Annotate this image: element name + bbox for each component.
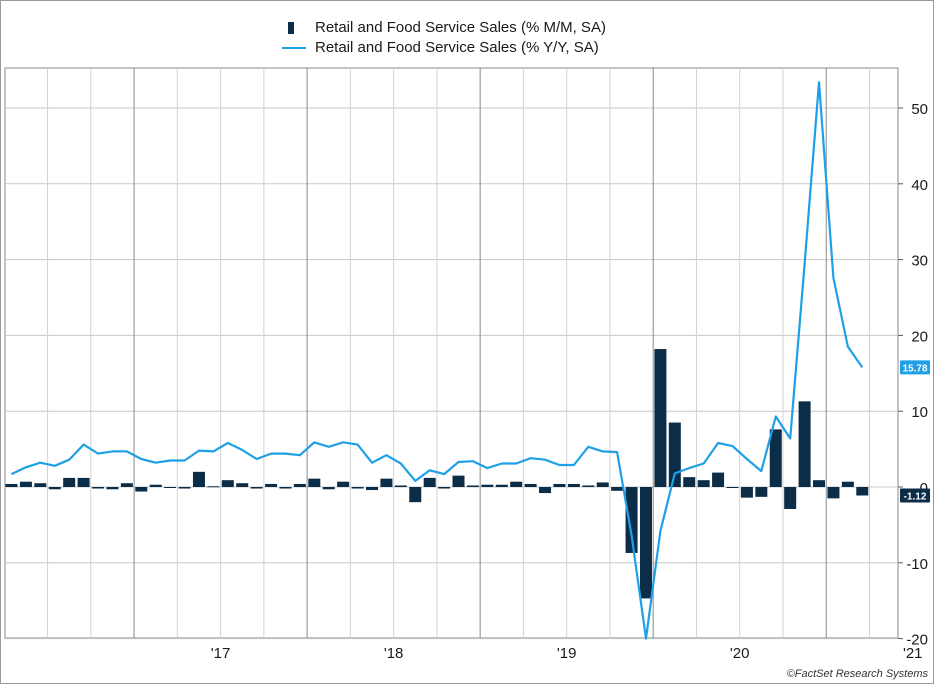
mm-bar [19, 481, 32, 487]
mm-bar [611, 487, 624, 491]
mm-bar [106, 487, 119, 490]
mm-bar [279, 487, 292, 489]
mm-bar [697, 480, 710, 487]
mm-bar [841, 481, 854, 487]
mm-bar [207, 486, 220, 488]
mm-bar [625, 487, 638, 553]
mm-bar [712, 472, 725, 487]
mm-bar [481, 484, 494, 487]
mm-bar [582, 485, 595, 487]
mm-bar [250, 487, 263, 489]
mm-bar [293, 483, 306, 487]
mm-bar [322, 487, 335, 490]
mm-bar [236, 483, 249, 487]
mm-bar [495, 484, 508, 487]
mm-bar [856, 487, 869, 496]
mm-bar [452, 475, 465, 487]
mm-bar [135, 487, 148, 492]
yy-line [11, 81, 864, 640]
legend-label-mm: Retail and Food Service Sales (% M/M, SA… [315, 19, 606, 36]
mm-bar [654, 349, 667, 487]
mm-bar [639, 487, 652, 599]
yy-last-value-label-bg [900, 360, 930, 375]
y-tick-label: 50 [911, 101, 928, 118]
y-tick-label: 20 [911, 328, 928, 345]
mm-bar [337, 481, 350, 487]
mm-bar [380, 478, 393, 487]
x-tick-label: '17 [211, 645, 231, 662]
mm-bar [798, 401, 811, 487]
mm-bar [366, 487, 378, 491]
legend-bar-swatch [288, 22, 294, 34]
mm-bar [466, 485, 479, 487]
mm-bar [120, 483, 133, 487]
chart-legend: Retail and Food Service Sales (% M/M, SA… [282, 18, 606, 58]
mm-bar [423, 477, 436, 487]
y-tick-label: -10 [906, 556, 928, 573]
yy-last-value-label: 15.78 [902, 363, 927, 374]
mm-bar [5, 483, 18, 487]
mm-bar [524, 483, 537, 487]
mm-bar [567, 483, 580, 487]
y-tick-label: 30 [911, 253, 928, 270]
mm-bar [438, 487, 451, 489]
x-tick-label: '21 [903, 645, 923, 662]
legend-line-swatch [282, 47, 306, 49]
mm-bar [178, 487, 191, 489]
mm-bar [221, 480, 234, 487]
mm-bar [394, 485, 407, 487]
mm-bar [192, 471, 205, 487]
legend-item-mm: Retail and Food Service Sales (% M/M, SA… [282, 18, 606, 38]
y-tick-label: -20 [906, 632, 928, 649]
plot-area [4, 67, 899, 639]
mm-bar [755, 487, 768, 497]
x-tick-label: '20 [730, 645, 750, 662]
x-tick-label: '19 [557, 645, 577, 662]
mm-bar [510, 481, 523, 487]
mm-bar [409, 487, 422, 503]
x-tick-label: '18 [384, 645, 404, 662]
mm-bar [668, 422, 681, 487]
y-tick-label: 10 [911, 404, 928, 421]
legend-label-yy: Retail and Food Service Sales (% Y/Y, SA… [315, 39, 599, 56]
mm-bar [77, 477, 90, 487]
mm-bar [164, 487, 177, 488]
y-tick-label: 40 [911, 177, 928, 194]
mm-bar [740, 487, 753, 498]
mm-bar [596, 482, 609, 487]
legend-item-yy: Retail and Food Service Sales (% Y/Y, SA… [282, 38, 606, 58]
mm-bar [553, 483, 566, 487]
mm-bar [726, 487, 739, 488]
copyright-text: ©FactSet Research Systems [786, 668, 928, 680]
mm-bar [351, 487, 364, 489]
mm-bar [813, 480, 826, 487]
mm-bar [265, 483, 278, 487]
mm-bar [769, 429, 782, 487]
mm-last-value-label: -1.12 [904, 491, 927, 502]
mm-bar [683, 477, 696, 487]
mm-bar [149, 484, 162, 487]
mm-last-value-label-bg [900, 488, 930, 503]
mm-bar [308, 478, 321, 487]
mm-bar [539, 487, 552, 494]
mm-bar [784, 487, 797, 509]
mm-bar [34, 483, 47, 487]
mm-bar [92, 487, 105, 489]
mm-bar [827, 487, 840, 499]
mm-bar [48, 487, 61, 490]
mm-bar [63, 477, 76, 487]
